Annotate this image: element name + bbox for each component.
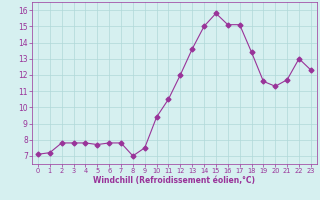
- X-axis label: Windchill (Refroidissement éolien,°C): Windchill (Refroidissement éolien,°C): [93, 176, 255, 185]
